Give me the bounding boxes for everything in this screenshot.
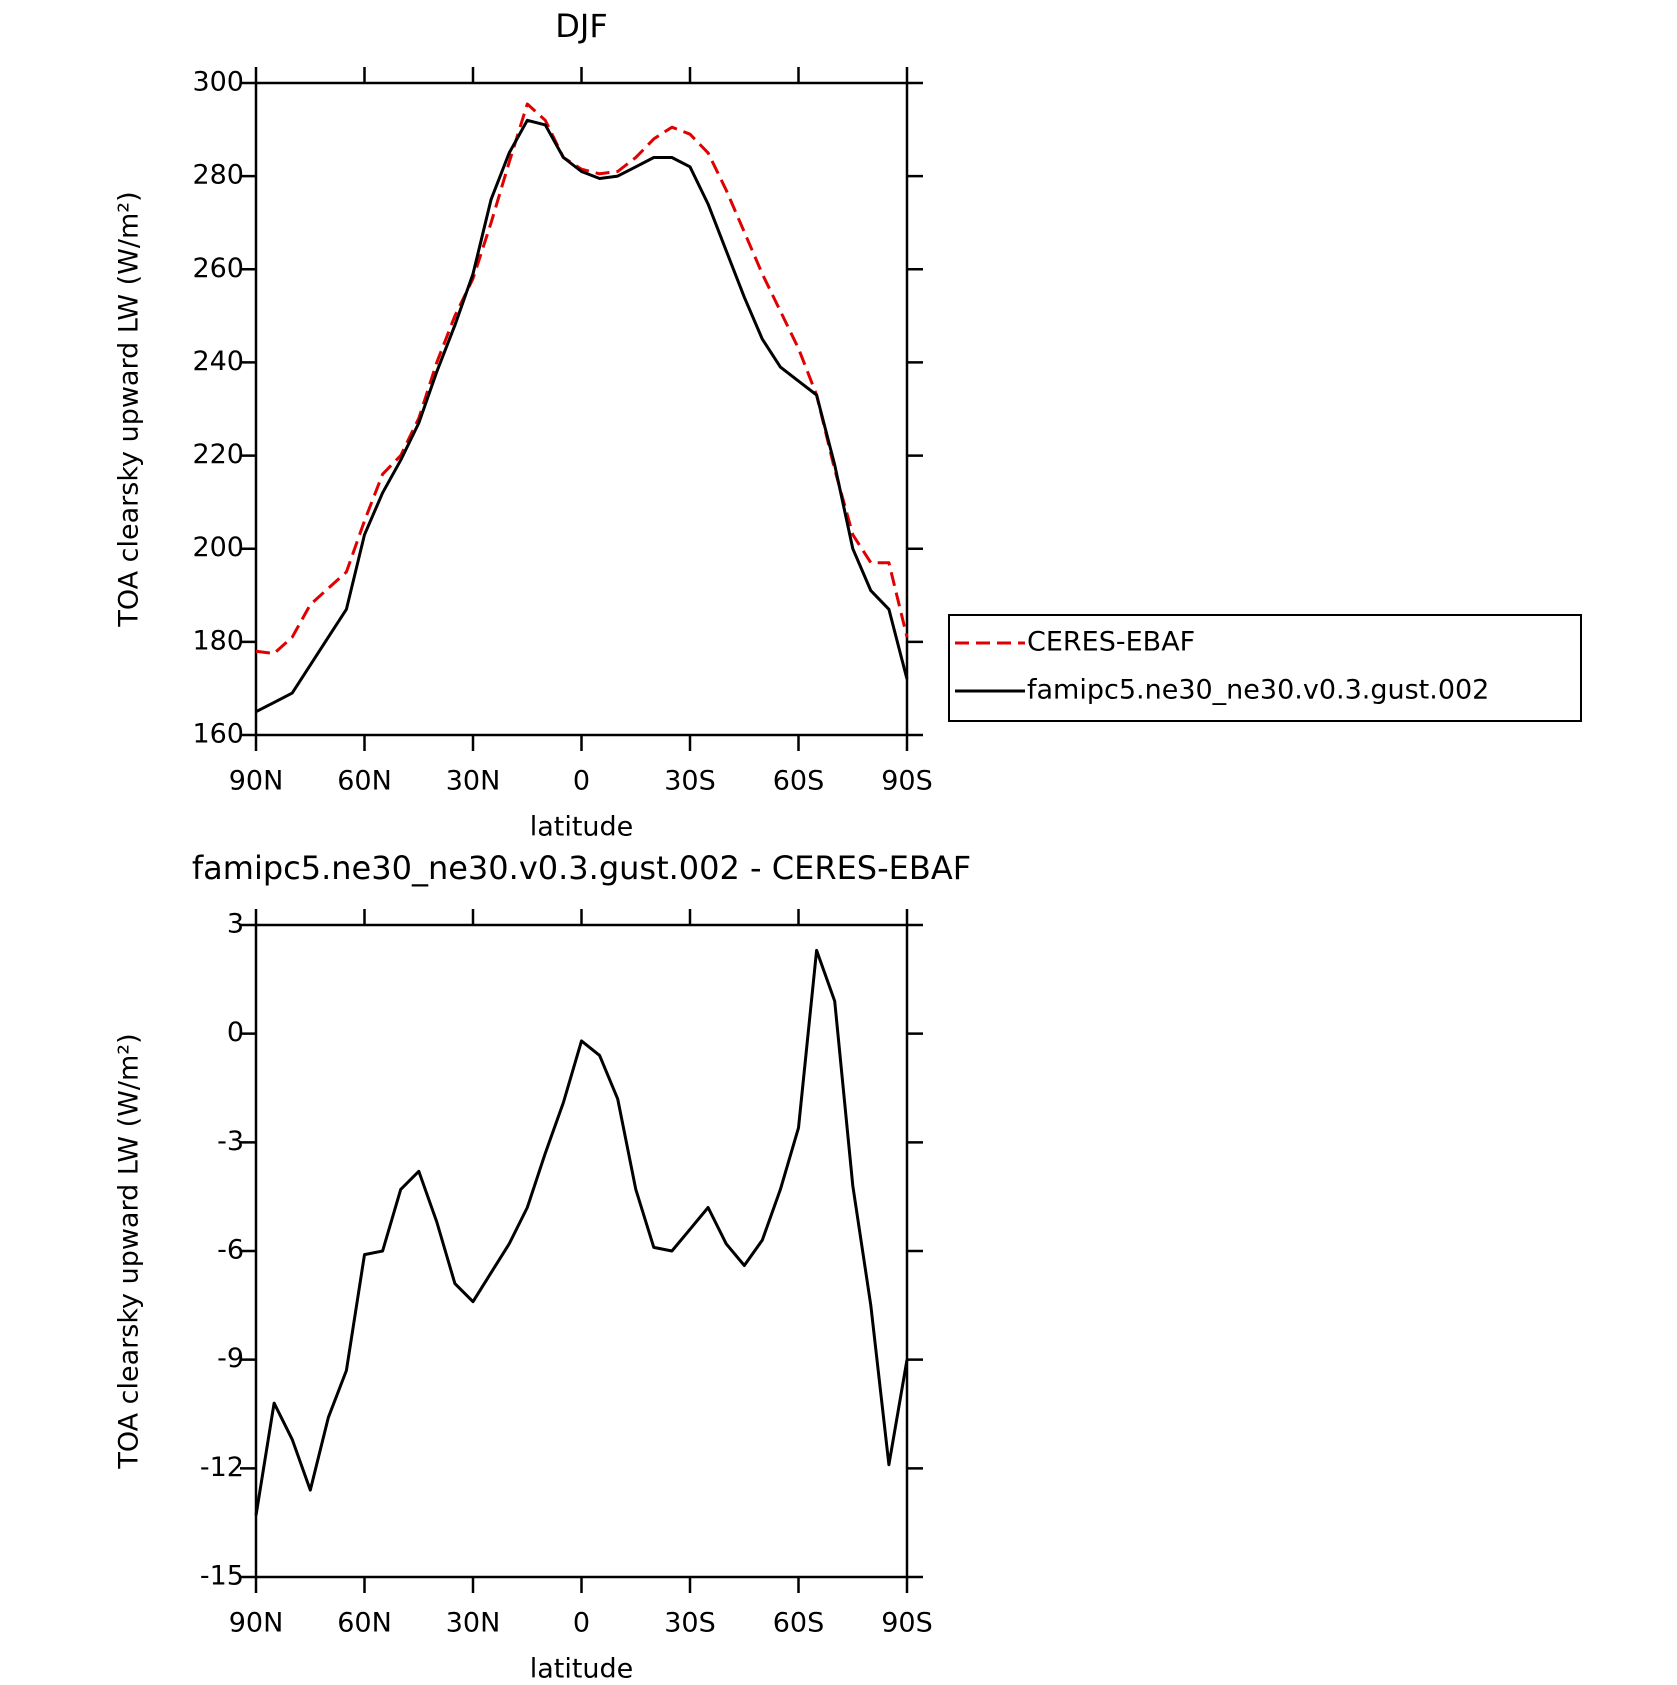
x-tick-label: 60S [773, 1608, 825, 1639]
x-tick-label: 60N [337, 766, 392, 797]
y-tick-label: 240 [192, 346, 244, 377]
y-tick-label: -15 [200, 1561, 244, 1592]
x-tick-label: 30N [446, 766, 501, 797]
x-tick-label: 60S [773, 766, 825, 797]
x-tick-label: 90S [881, 1608, 933, 1639]
chart-title: famipc5.ne30_ne30.v0.3.gust.002 - CERES-… [192, 849, 971, 887]
y-axis-label: TOA clearsky upward LW (W/m²) [114, 191, 145, 627]
y-tick-label: -12 [200, 1452, 244, 1483]
data-line [255, 102, 909, 655]
y-tick-label: 300 [192, 67, 244, 98]
y-axis-label: TOA clearsky upward LW (W/m²) [114, 1033, 145, 1469]
x-tick-label: 30N [446, 1608, 501, 1639]
y-tick-label: 280 [192, 160, 244, 191]
y-tick-label: -9 [217, 1343, 244, 1374]
x-tick-label: 90S [881, 766, 933, 797]
x-tick-label: 0 [573, 766, 590, 797]
chart-title: DJF [555, 7, 607, 45]
y-tick-label: 260 [192, 253, 244, 284]
y-tick-label: 180 [192, 625, 244, 656]
plot-frame [254, 81, 909, 737]
legend-box [948, 614, 1582, 722]
y-tick-label: 160 [192, 719, 244, 750]
y-tick-label: -3 [217, 1126, 244, 1157]
data-line [254, 948, 909, 1516]
y-tick-label: -6 [217, 1235, 244, 1266]
y-tick-label: 200 [192, 532, 244, 563]
x-axis-label: latitude [530, 1654, 634, 1685]
legend-label: famipc5.ne30_ne30.v0.3.gust.002 [1027, 675, 1489, 706]
plot-frame [254, 923, 909, 1579]
x-axis-label: latitude [530, 812, 634, 843]
y-tick-label: 220 [192, 439, 244, 470]
x-tick-label: 60N [337, 1608, 392, 1639]
legend-label: CERES-EBAF [1027, 627, 1195, 658]
x-tick-label: 90N [229, 766, 284, 797]
x-tick-label: 0 [573, 1608, 590, 1639]
x-tick-label: 90N [229, 1608, 284, 1639]
y-tick-label: 3 [227, 909, 244, 940]
x-tick-label: 30S [664, 1608, 716, 1639]
data-line [255, 118, 909, 714]
x-tick-label: 30S [664, 766, 716, 797]
y-tick-label: 0 [227, 1017, 244, 1048]
